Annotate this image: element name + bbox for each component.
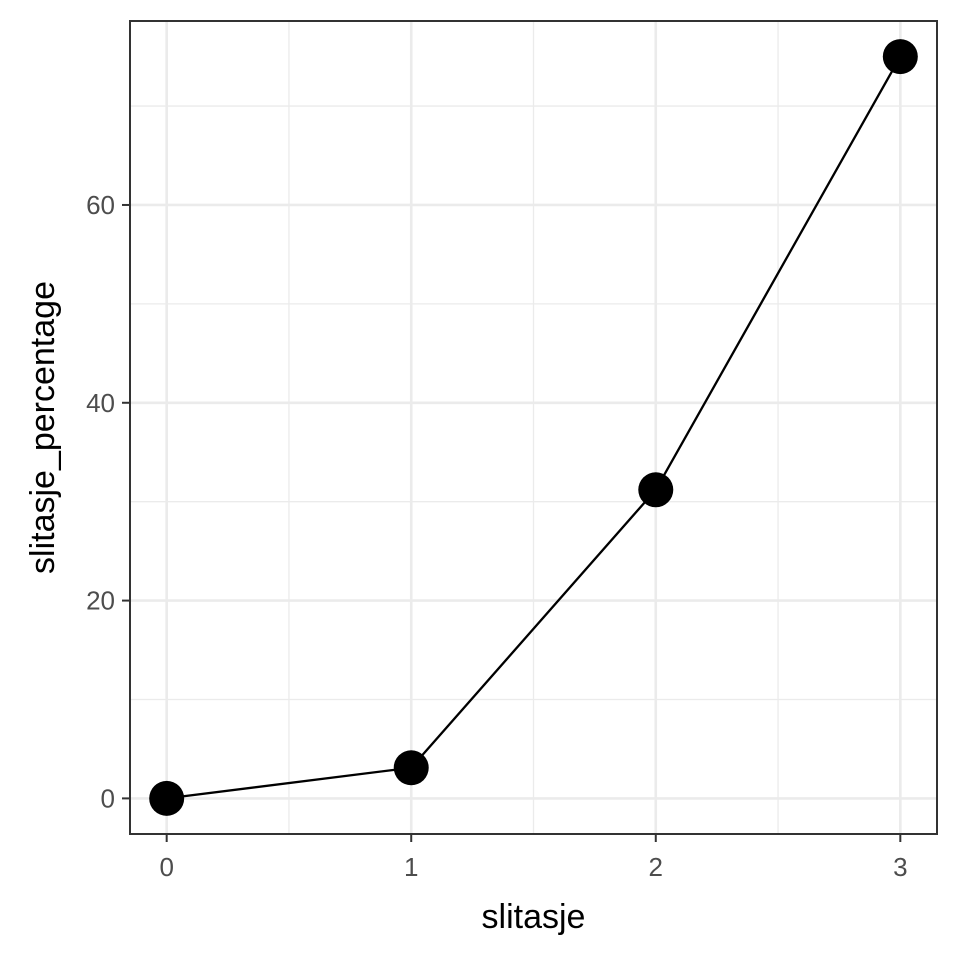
series-line — [166, 56, 902, 800]
data-point — [393, 750, 429, 786]
panel-border — [129, 20, 938, 835]
x-axis-title: slitasje — [482, 898, 586, 936]
x-tick-label: 1 — [404, 852, 418, 882]
x-tick-label: 2 — [649, 852, 663, 882]
gridlines — [130, 21, 937, 834]
data-point — [149, 780, 185, 816]
y-axis-title: slitasje_percentage — [24, 281, 62, 574]
y-tick-label: 60 — [86, 190, 115, 220]
axes: 0 1 2 3 0 20 40 60 — [86, 190, 907, 882]
y-tick-label: 0 — [101, 783, 115, 813]
y-tick-label: 20 — [86, 586, 115, 616]
data-series — [149, 39, 918, 816]
data-point — [638, 472, 674, 508]
data-point — [882, 39, 918, 75]
x-tick-label: 3 — [893, 852, 907, 882]
y-tick-label: 40 — [86, 388, 115, 418]
x-tick-label: 0 — [159, 852, 173, 882]
